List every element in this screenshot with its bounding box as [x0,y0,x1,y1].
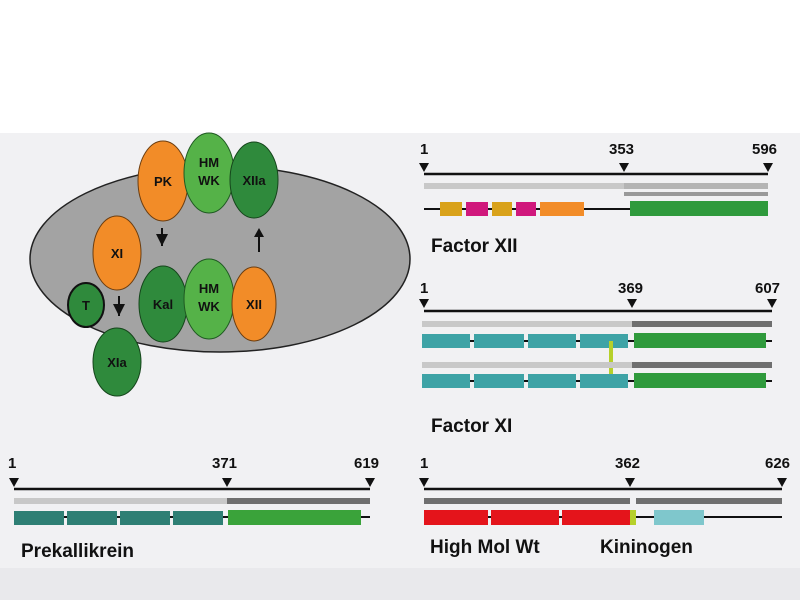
hmw-kininogen-start: 1 [420,455,428,472]
factor-xii-domain-gold-2 [492,202,512,216]
xi-label: XI [111,246,123,261]
factor-xi-light-bar-1 [632,321,772,327]
factor-xi-apple-2b [474,374,524,388]
hmw-kininogen-cleavage: 362 [615,455,640,472]
hmw-kininogen-tick-cleavage [625,478,635,487]
hmw-kininogen-tick-start [419,478,429,487]
prekallikrein-start: 1 [8,455,16,472]
factor-xii-domain-gold-1 [440,202,462,216]
prekallikrein-apple-b [67,511,117,525]
factor-xi-tick-end [767,299,777,308]
factor-xi-heavy-bar-2 [422,362,632,368]
prekallikrein-heavy-bar [14,498,227,504]
factor-xi-tick-cleavage [627,299,637,308]
factor-xii-heavy-chain-bar [424,183,624,189]
hmw-kininogen-domain-red-3 [562,510,630,525]
xia-node [92,327,142,397]
hmw-kininogen-domain-red-2 [491,510,559,525]
prekallikrein-light-bar [227,498,370,504]
complex-diagram: PK HM WK XIIa XI Kal HM WK XII T XIa [29,132,411,397]
factor-xi-apple-2d [580,374,628,388]
factor-xii-domain-magenta-2 [516,202,536,216]
hmw-kininogen-bradykinin [630,510,636,525]
xii-node [231,266,277,342]
factor-xi-panel: 1 369 607 Factor XI [419,280,780,437]
prekallikrein-title: Prekallikrein [21,541,134,562]
factor-xi-cleavage: 369 [618,280,643,297]
factor-xi-protease-1 [634,333,766,348]
hmw-kininogen-title-right: Kininogen [600,537,693,558]
prekallikrein-apple-c [120,511,170,525]
factor-xii-tick-start [419,163,429,172]
xiia-node [229,141,279,219]
factor-xii-protease-domain [630,201,768,216]
hmwk-bottom-label-2: WK [198,299,220,314]
factor-xii-light-chain-bar-2 [624,192,768,196]
hmw-kininogen-light-bar [636,498,782,504]
factor-xi-apple-1c [528,334,576,348]
factor-xi-apple-2c [528,374,576,388]
prekallikrein-cleavage: 371 [212,455,237,472]
t-node [67,282,105,328]
hmwk-top-label-1: HM [199,155,219,170]
xiia-label: XIIa [242,173,266,188]
factor-xi-apple-1d [580,334,628,348]
factor-xii-light-chain-bar [624,183,768,189]
footer-band [0,568,800,600]
hmw-kininogen-title-left: High Mol Wt [430,537,540,558]
prekallikrein-panel: 1 371 619 Prekallikrein [8,455,379,562]
factor-xi-light-bar-2 [632,362,772,368]
factor-xi-protease-2 [634,373,766,388]
hmw-kininogen-tick-end [777,478,787,487]
factor-xii-domain-orange [540,202,584,216]
prekallikrein-tick-cleavage [222,478,232,487]
hmw-kininogen-end: 626 [765,455,790,472]
factor-xi-apple-1b [474,334,524,348]
factor-xi-start: 1 [420,280,428,297]
factor-xi-disulfide-link [609,341,613,374]
prekallikrein-protease [228,510,361,525]
hmw-kininogen-domain-red-1 [424,510,488,525]
hmw-kininogen-domain-teal [654,510,704,525]
factor-xii-panel: 1 353 596 Factor XII [419,141,777,257]
hmw-kininogen-panel: 1 362 626 High Mol Wt Kininogen [419,455,790,558]
t-label: T [82,298,90,313]
factor-xii-tick-end [763,163,773,172]
factor-xii-title: Factor XII [431,236,518,257]
kal-label: Kal [153,297,173,312]
factor-xi-end: 607 [755,280,780,297]
factor-xi-apple-1a [422,334,470,348]
prekallikrein-apple-a [14,511,64,525]
factor-xii-tick-cleavage [619,163,629,172]
factor-xi-title: Factor XI [431,416,512,437]
xia-label: XIa [107,355,127,370]
pk-label: PK [154,174,173,189]
prekallikrein-end: 619 [354,455,379,472]
hmwk-bottom-label-1: HM [199,281,219,296]
prekallikrein-tick-end [365,478,375,487]
factor-xi-tick-start [419,299,429,308]
factor-xi-apple-2a [422,374,470,388]
prekallikrein-tick-start [9,478,19,487]
factor-xi-heavy-bar-1 [422,321,632,327]
prekallikrein-apple-d [173,511,223,525]
hmw-kininogen-heavy-bar [424,498,630,504]
factor-xii-end: 596 [752,141,777,158]
factor-xii-domain-magenta-1 [466,202,488,216]
hmwk-top-label-2: WK [198,173,220,188]
factor-xii-cleavage: 353 [609,141,634,158]
factor-xii-start: 1 [420,141,428,158]
xi-node [92,215,142,291]
xii-label: XII [246,297,262,312]
arrow-up-head [254,228,264,237]
